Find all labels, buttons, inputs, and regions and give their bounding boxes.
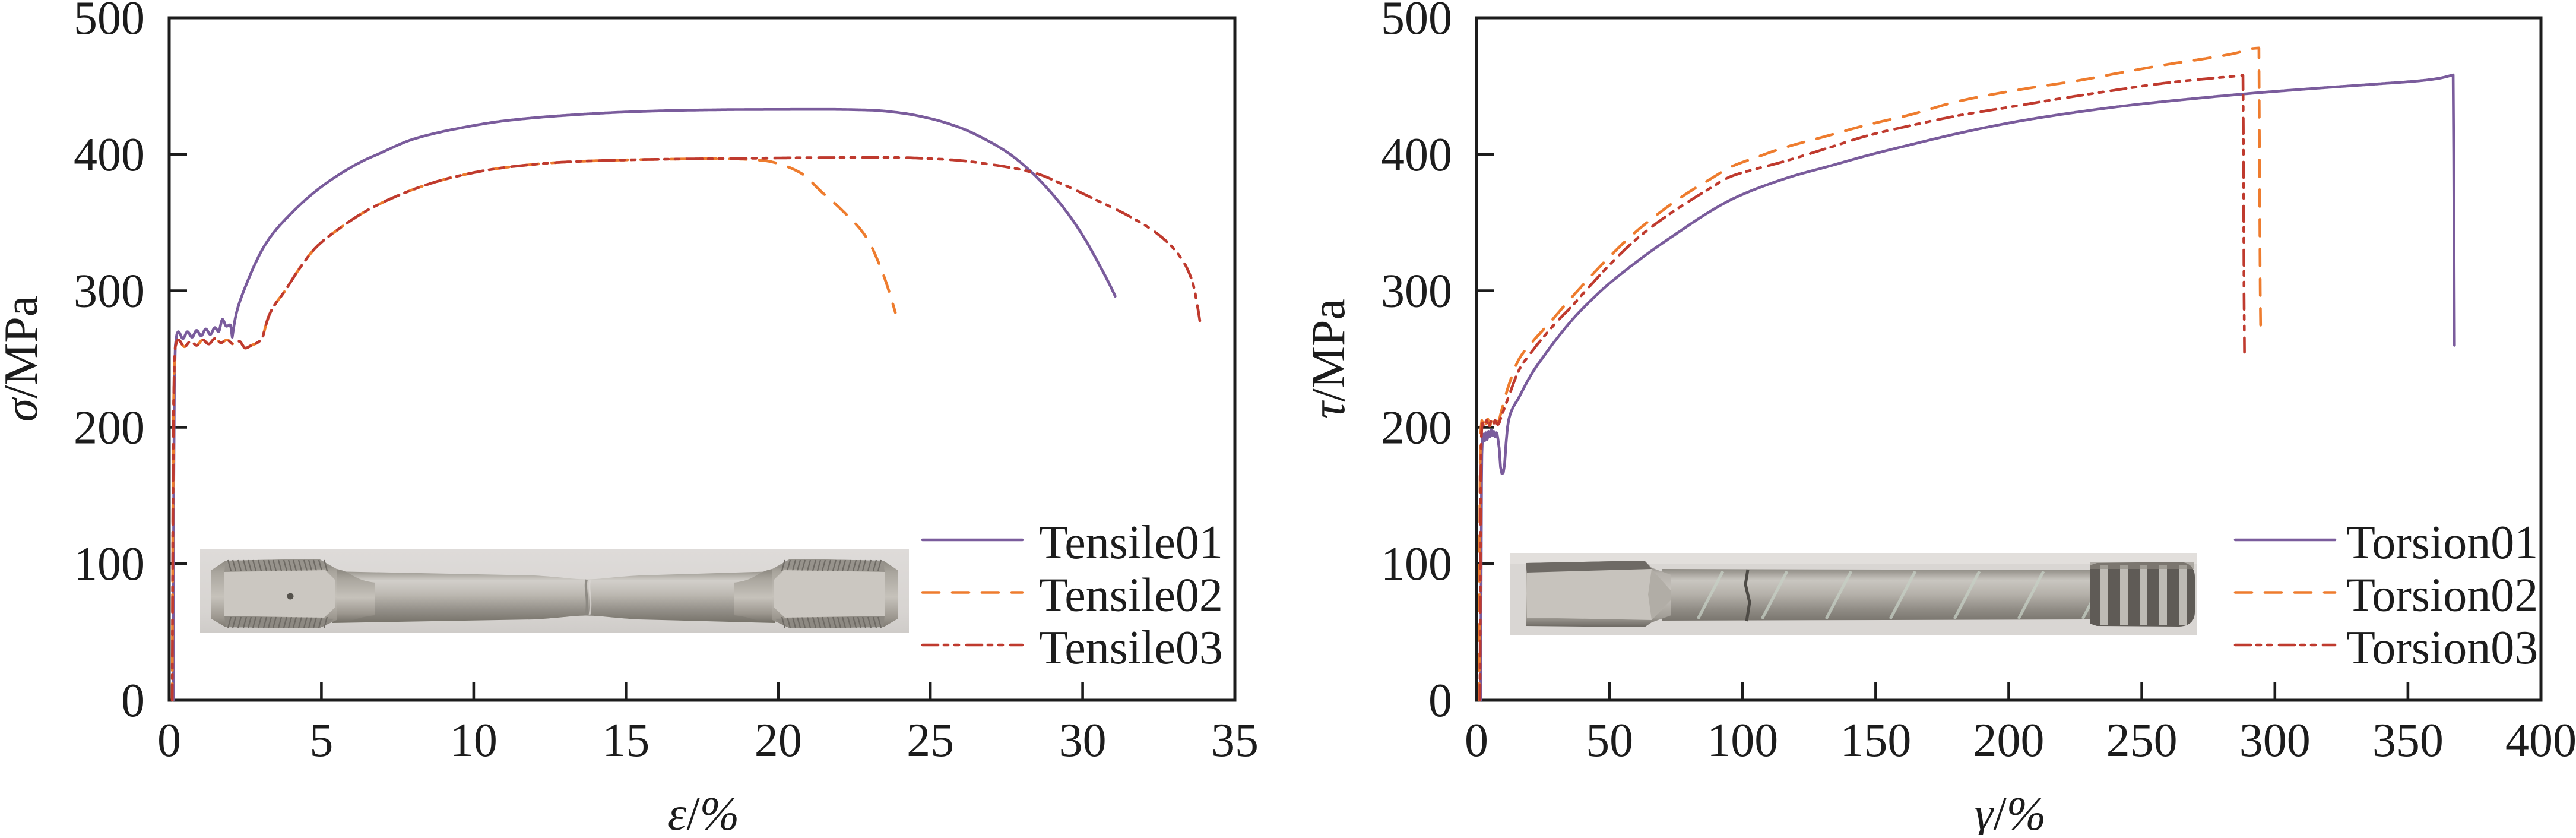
svg-text:250: 250 [2106, 714, 2178, 767]
svg-text:Tensile01: Tensile01 [1039, 517, 1223, 569]
svg-text:300: 300 [74, 265, 145, 318]
svg-text:400: 400 [1381, 129, 1452, 181]
svg-text:400: 400 [74, 129, 145, 181]
svg-text:35: 35 [1211, 714, 1259, 767]
svg-text:150: 150 [1840, 714, 1911, 767]
svg-text:Torsion03: Torsion03 [2346, 622, 2538, 674]
svg-text:400: 400 [2505, 714, 2576, 767]
svg-text:20: 20 [755, 714, 802, 767]
svg-text:0: 0 [1465, 714, 1488, 767]
svg-text:Torsion02: Torsion02 [2346, 570, 2538, 622]
svg-text:100: 100 [1381, 538, 1452, 590]
svg-text:300: 300 [2239, 714, 2311, 767]
svg-text:300: 300 [1381, 265, 1452, 318]
svg-text:0: 0 [1428, 675, 1452, 727]
svg-text:30: 30 [1059, 714, 1107, 767]
svg-text:τ/MPa: τ/MPa [1303, 299, 1355, 419]
svg-text:500: 500 [1381, 0, 1452, 45]
svg-text:0: 0 [157, 714, 181, 767]
svg-text:200: 200 [1973, 714, 2045, 767]
svg-text:0: 0 [121, 675, 145, 727]
svg-text:15: 15 [602, 714, 649, 767]
svg-text:10: 10 [450, 714, 498, 767]
svg-text:Tensile02: Tensile02 [1039, 570, 1223, 622]
svg-text:200: 200 [1381, 401, 1452, 454]
svg-text:Tensile03: Tensile03 [1039, 622, 1223, 674]
svg-text:Torsion01: Torsion01 [2346, 517, 2538, 569]
svg-text:100: 100 [74, 538, 145, 590]
svg-text:350: 350 [2372, 714, 2444, 767]
svg-text:σ/MPa: σ/MPa [0, 296, 47, 422]
svg-text:50: 50 [1586, 714, 1633, 767]
svg-text:ε/%: ε/% [668, 788, 739, 835]
svg-text:100: 100 [1707, 714, 1778, 767]
svg-text:25: 25 [907, 714, 954, 767]
svg-text:500: 500 [74, 0, 145, 45]
svg-text:γ/%: γ/% [1975, 788, 2046, 835]
svg-text:200: 200 [74, 401, 145, 454]
svg-text:5: 5 [309, 714, 333, 767]
